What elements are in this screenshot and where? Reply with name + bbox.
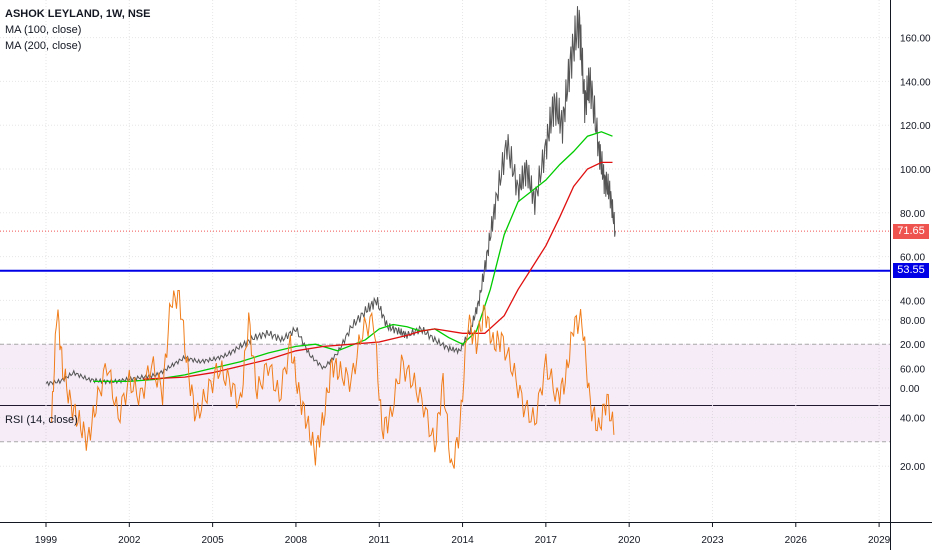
rsi-legend[interactable]: RSI (14, close) (5, 414, 78, 426)
time-tick-label: 2002 (118, 535, 141, 546)
price-tick-label: 0.00 (900, 384, 920, 395)
price-tick-label: 40.00 (900, 296, 925, 307)
time-tick-label: 2029 (868, 535, 891, 546)
rsi-tick-label: 40.00 (900, 413, 925, 424)
price-tick-label: 60.00 (900, 253, 925, 264)
price-tick-label: 20.00 (900, 340, 925, 351)
price-tick-label: 100.00 (900, 165, 931, 176)
time-tick-label: 2014 (451, 535, 474, 546)
rsi-tick-label: 80.00 (900, 316, 925, 327)
time-tick-label: 2026 (785, 535, 808, 546)
price-tick-label: 140.00 (900, 77, 931, 88)
chart-legend: ASHOK LEYLAND, 1W, NSE MA (100, close) M… (5, 6, 150, 54)
time-tick-label: 2020 (618, 535, 641, 546)
hline-price-tag: 53.55 (893, 263, 929, 279)
time-tick-label: 2017 (535, 535, 558, 546)
ma200-line (143, 161, 613, 380)
time-tick-label: 1999 (35, 535, 58, 546)
symbol-title: ASHOK LEYLAND, 1W, NSE (5, 8, 151, 20)
rsi-line (51, 290, 615, 469)
time-tick-label: 2011 (368, 535, 390, 546)
rsi-tick-label: 60.00 (900, 365, 925, 376)
price-tick-label: 160.00 (900, 34, 931, 45)
time-tick-label: 2023 (701, 535, 724, 546)
legend-ma200[interactable]: MA (200, close) (5, 40, 82, 52)
price-tick-label: 120.00 (900, 121, 931, 132)
rsi-band (0, 344, 890, 442)
price-tick-label: 80.00 (900, 209, 925, 220)
rsi-tick-label: 20.00 (900, 462, 925, 473)
last-price-tag: 71.65 (893, 223, 929, 239)
legend-ma100[interactable]: MA (100, close) (5, 24, 82, 36)
time-tick-label: 2008 (285, 535, 308, 546)
time-tick-label: 2005 (201, 535, 224, 546)
price-series-line (45, 6, 616, 387)
